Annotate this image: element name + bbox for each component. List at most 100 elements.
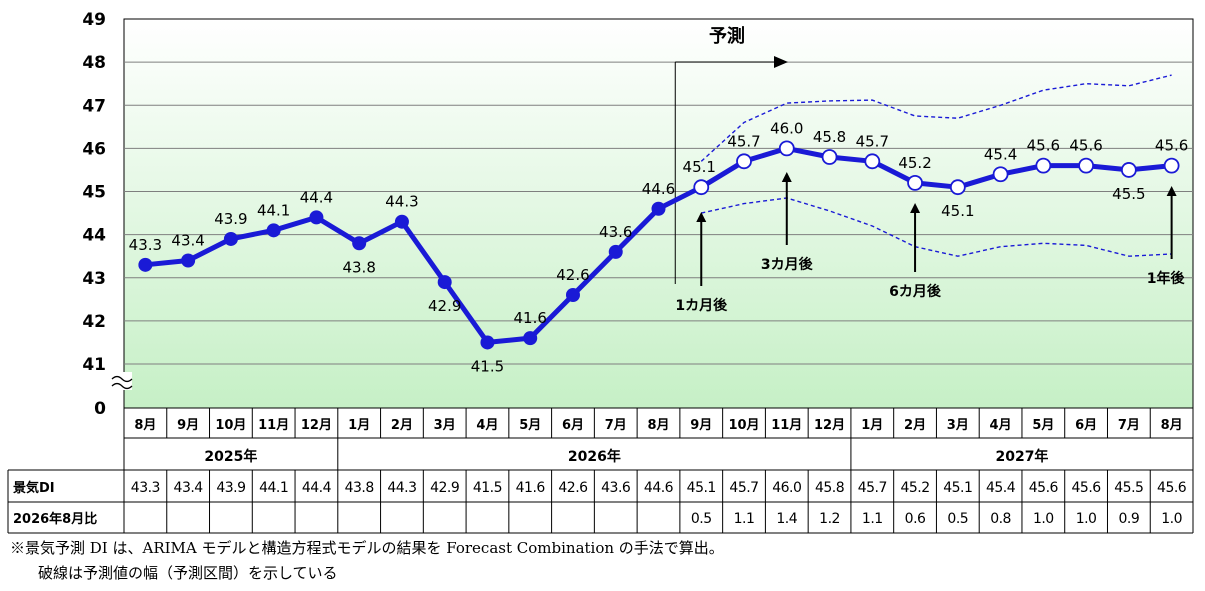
di-cell: 45.5 <box>1114 480 1143 496</box>
compare-cell: 0.5 <box>947 511 968 527</box>
month-label: 11月 <box>258 418 289 433</box>
di-cell: 42.9 <box>430 480 459 496</box>
annotation-label: 1カ月後 <box>675 297 728 314</box>
data-label: 45.1 <box>683 158 716 176</box>
forecast-point <box>1120 162 1137 178</box>
forecast-point <box>736 153 752 170</box>
y-tick-label: 44 <box>82 226 106 246</box>
month-label: 11月 <box>771 418 802 433</box>
annotation-arrow-head <box>696 212 707 222</box>
data-label: 45.7 <box>856 132 889 150</box>
compare-cell: 0.6 <box>905 511 926 527</box>
data-label: 44.3 <box>385 193 418 211</box>
data-point <box>523 331 538 346</box>
annotation-arrow-head <box>910 203 921 213</box>
month-label: 6月 <box>1075 418 1097 433</box>
di-cell: 45.6 <box>1157 480 1187 496</box>
data-point <box>223 231 238 246</box>
forecast-point <box>1163 157 1180 174</box>
data-point <box>437 275 452 290</box>
data-label: 43.8 <box>342 258 375 276</box>
forecast-bands <box>700 74 1172 257</box>
di-cell: 43.3 <box>131 480 160 496</box>
di-cell: 44.3 <box>387 480 416 496</box>
y-tick-label: 43 <box>82 269 106 289</box>
compare-cell: 1.0 <box>1076 511 1097 527</box>
data-point <box>608 244 623 259</box>
axis-break-wave <box>111 382 133 390</box>
di-cell: 45.8 <box>815 480 844 496</box>
month-label: 2月 <box>904 418 926 433</box>
di-cell: 41.6 <box>516 480 546 496</box>
data-label: 45.4 <box>984 145 1017 163</box>
y-tick-label: 49 <box>82 10 106 30</box>
compare-cell: 0.5 <box>691 511 712 527</box>
di-cell: 43.4 <box>174 480 204 496</box>
y-tick-label: 47 <box>82 96 106 116</box>
compare-cell: 1.1 <box>734 511 755 527</box>
notes: ※景気予測 DI は、ARIMA モデルと構造方程式モデルの結果を Foreca… <box>10 536 724 586</box>
forecast-point <box>949 179 966 196</box>
forecast-marker: 予測 <box>674 25 788 284</box>
month-label: 8月 <box>134 418 156 433</box>
y-tick-label: 42 <box>82 312 106 332</box>
y-tick-label: 45 <box>82 183 106 203</box>
data-label: 43.9 <box>214 210 247 228</box>
compare-cell: 1.1 <box>862 511 883 527</box>
data-table: 8月 9月 10月 11月 12月 1月 2月 3月 4月 5月 6月 7月 8月 9月 10月 11月 12月… <box>7 408 1194 534</box>
forecast-point <box>693 179 710 196</box>
month-label: 1月 <box>861 418 883 433</box>
month-label: 3月 <box>947 418 969 433</box>
forecast-point <box>907 174 923 191</box>
axis-break <box>110 372 133 390</box>
annotation-label: 6カ月後 <box>889 283 942 300</box>
compare-cell: 1.4 <box>776 511 797 527</box>
month-label: 9月 <box>177 418 199 433</box>
data-point <box>352 236 367 251</box>
month-label: 12月 <box>301 418 332 433</box>
month-label: 10月 <box>728 418 759 433</box>
month-label: 10月 <box>215 418 246 433</box>
data-label: 45.1 <box>941 202 974 220</box>
compare-cell: 1.2 <box>819 511 840 527</box>
grid-lines <box>124 61 1193 365</box>
y-tick-label: 0 <box>94 399 106 419</box>
y-tick-label: 46 <box>82 139 106 159</box>
di-cell: 46.0 <box>772 480 801 496</box>
month-label: 12月 <box>814 418 845 433</box>
data-label: 44.1 <box>257 201 290 219</box>
month-label: 3月 <box>434 418 456 433</box>
compare-cell: 1.0 <box>1161 511 1182 527</box>
data-label: 42.9 <box>428 297 461 315</box>
month-label: 7月 <box>605 418 627 433</box>
data-label: 45.5 <box>1112 185 1145 203</box>
di-cell: 45.2 <box>900 480 929 496</box>
data-point <box>266 223 281 238</box>
lower-band <box>701 197 1172 257</box>
data-label: 45.8 <box>813 128 846 146</box>
row-header-compare: 2026年8月比 <box>13 511 97 527</box>
year-label: 2027年 <box>995 448 1048 465</box>
month-label: 2月 <box>391 418 413 433</box>
forecast-point <box>1035 157 1052 174</box>
di-cell: 44.1 <box>259 480 288 496</box>
data-point <box>565 288 580 302</box>
di-cell: 43.8 <box>345 480 374 496</box>
data-labels: 43.3 43.4 43.9 44.1 44.4 43.8 44.3 42.9 41.5 41.6… <box>129 119 1189 375</box>
di-cell: 44.4 <box>302 480 332 496</box>
di-cell: 45.6 <box>1029 480 1059 496</box>
data-point <box>651 201 666 216</box>
compare-cell: 0.9 <box>1118 511 1139 527</box>
data-label: 45.6 <box>1027 137 1060 155</box>
forecast-point <box>1078 157 1094 174</box>
row-header-di: 景気DI <box>13 480 55 496</box>
annotation-arrow-head <box>1166 186 1177 196</box>
annotation-label: 3カ月後 <box>761 256 814 273</box>
data-point <box>480 335 495 350</box>
data-label: 44.6 <box>642 180 675 198</box>
note-line-2: 破線は予測値の幅（予測区間）を示している <box>38 564 338 582</box>
di-cell: 43.9 <box>216 480 245 496</box>
month-label: 8月 <box>1161 418 1183 433</box>
month-label: 4月 <box>476 418 498 433</box>
y-tick-label: 41 <box>82 355 106 375</box>
